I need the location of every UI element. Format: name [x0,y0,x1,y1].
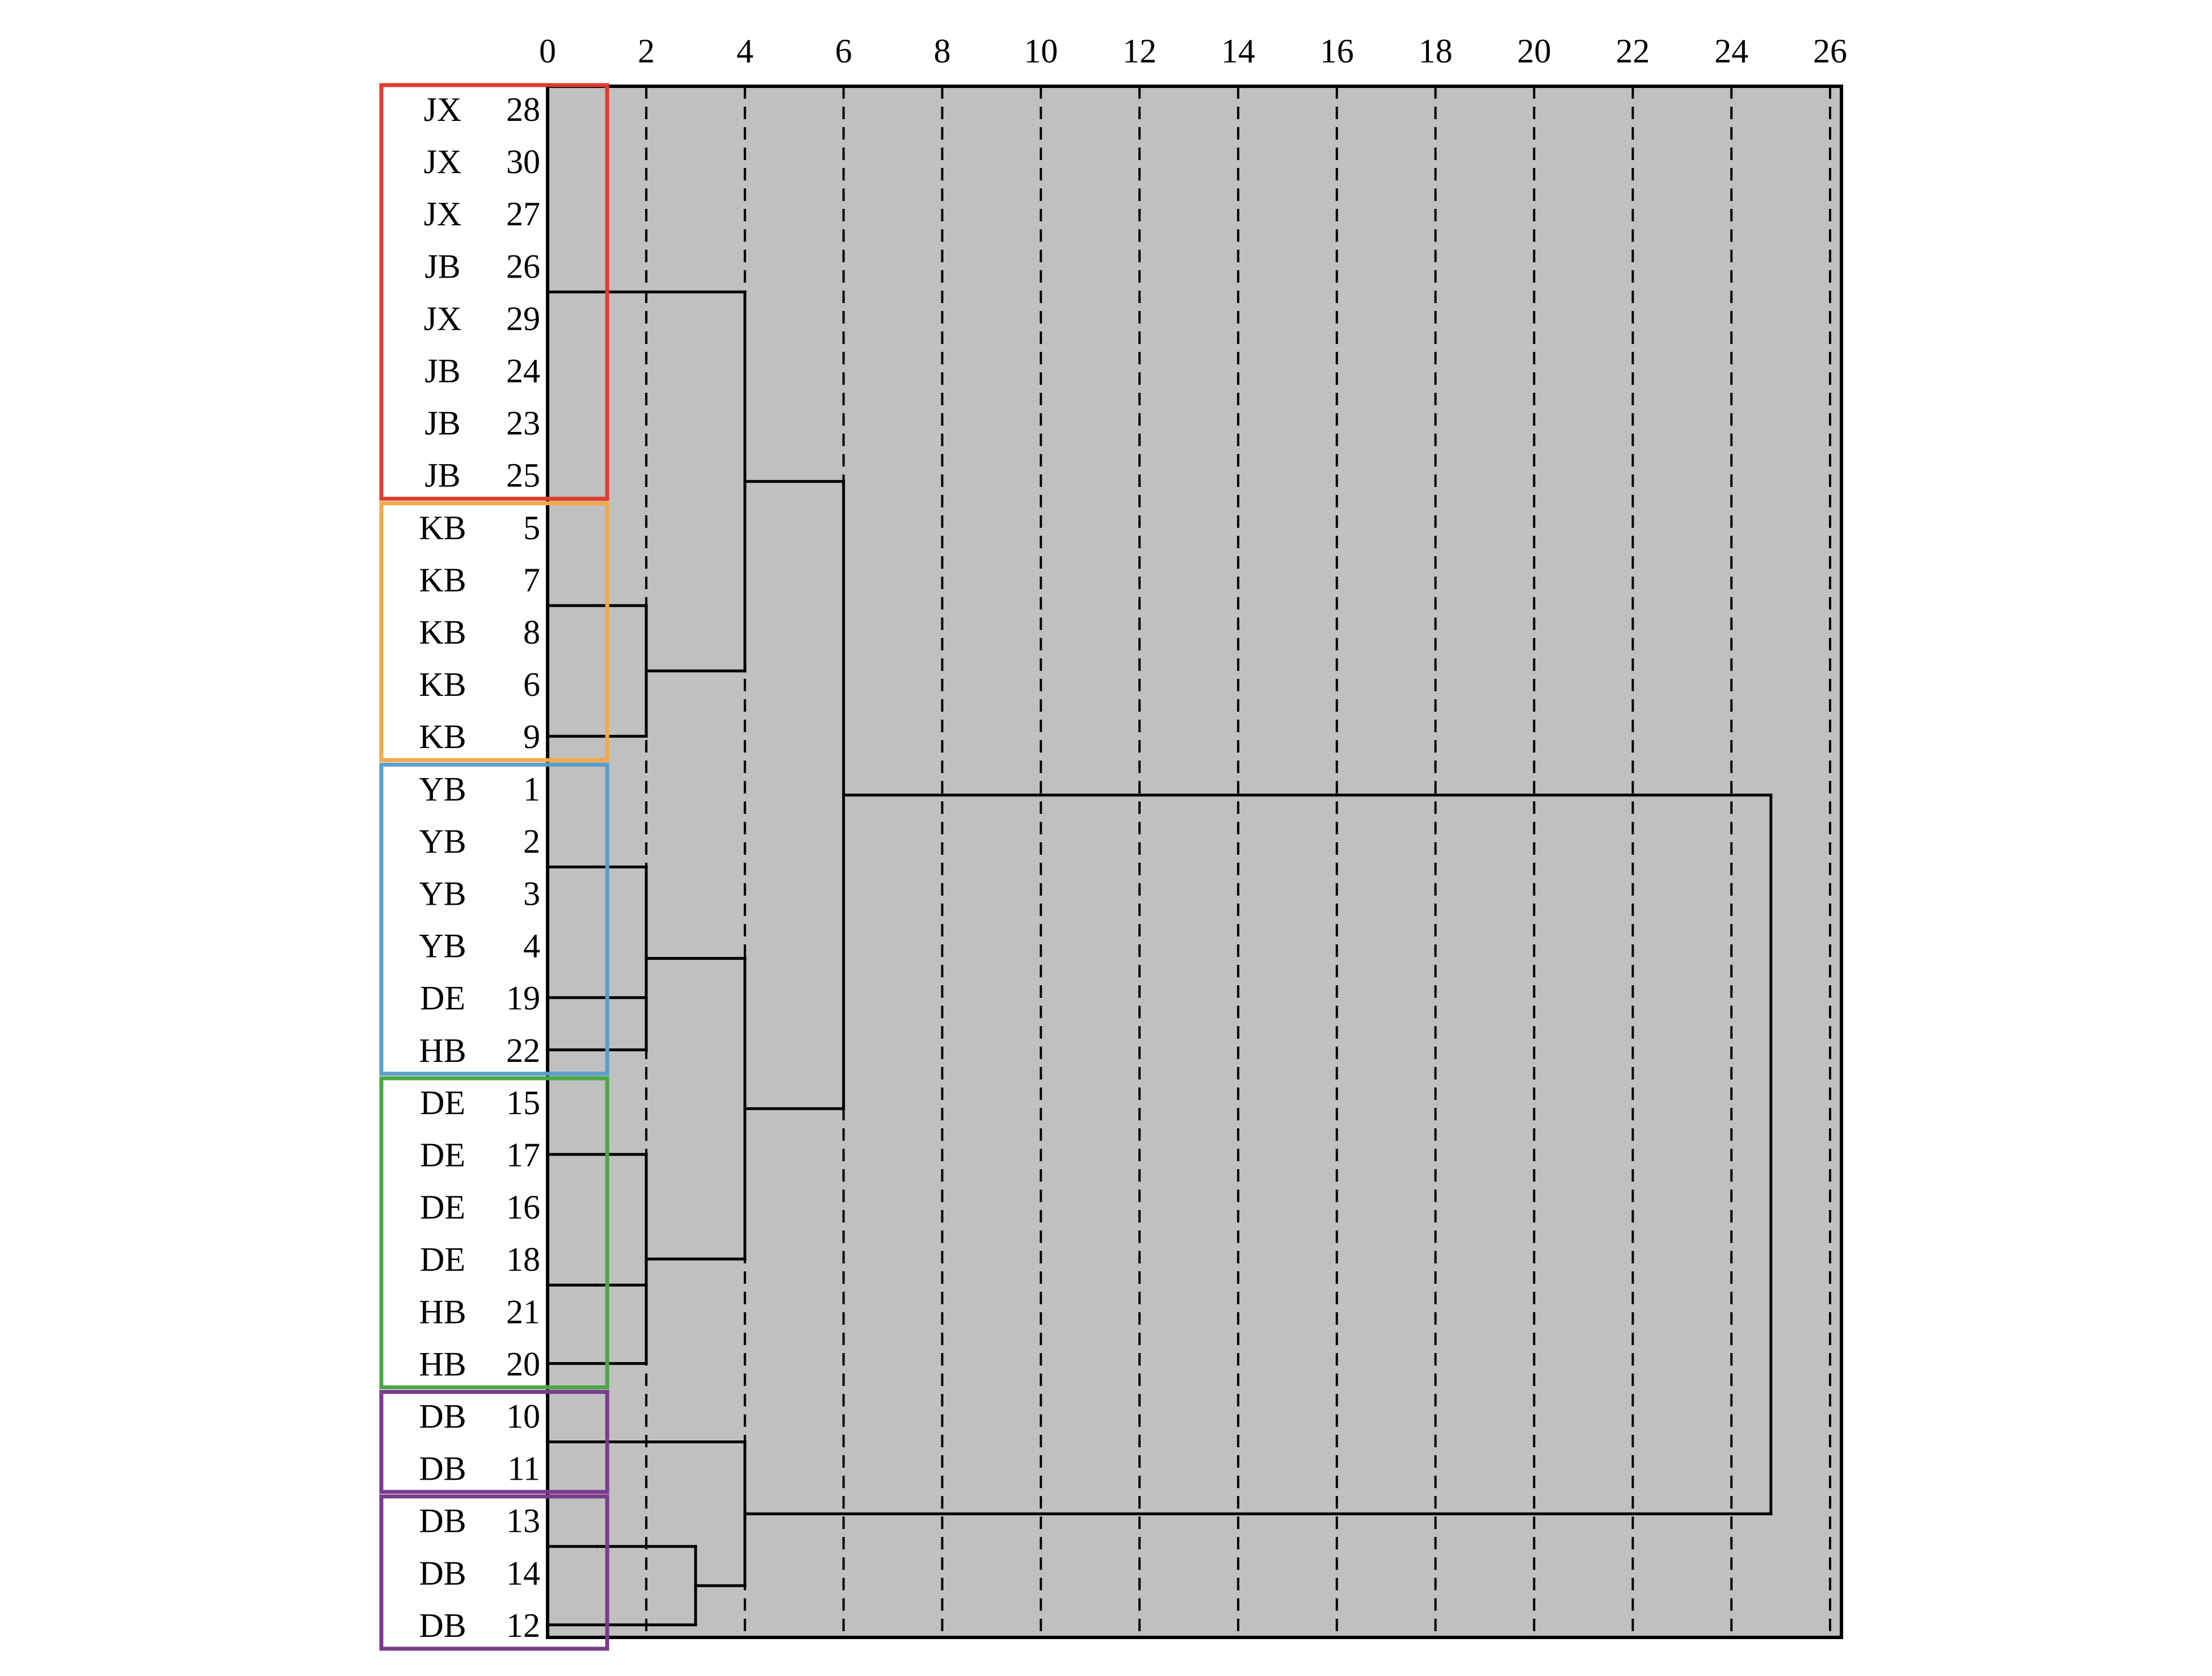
cluster-box [379,1389,609,1494]
leaf-label: DE [420,1084,465,1121]
plot-frame [546,85,1843,1639]
leaf-number: 3 [523,875,540,913]
leaf-number: 22 [506,1032,540,1069]
tick-label: 20 [1517,32,1551,70]
leaf-label: JX [424,195,462,233]
tick-label: 8 [933,32,951,70]
plot-background [548,86,1841,1637]
tick-label: 12 [1122,32,1157,70]
leaf-label: YB [419,822,466,860]
cluster-boxes [379,83,609,1651]
dendrogram-links [546,290,1773,1627]
leaf-label: YB [419,875,466,913]
leaf-label: DB [419,1555,466,1592]
leaf-number: 14 [506,1555,540,1592]
leaf-number: 11 [507,1450,540,1488]
leaf-number: 7 [523,561,540,599]
leaf-number: 4 [523,927,540,965]
leaf-number: 17 [506,1136,540,1174]
leaf-label: JB [424,457,460,494]
leaf-number: 12 [506,1607,540,1644]
leaf-number: 2 [523,822,540,860]
cluster-box [379,1494,609,1651]
tick-label: 4 [737,32,754,70]
leaf-number: 8 [523,614,540,651]
leaf-label: JB [424,352,460,390]
tick-label: 18 [1419,32,1453,70]
leaf-label: YB [419,927,466,965]
leaf-number: 13 [506,1502,540,1540]
leaf-number: 9 [523,718,540,755]
leaf-label: JX [424,143,462,180]
leaf-number: 29 [506,300,540,337]
cluster-box [379,762,609,1076]
leaf-number: 27 [506,195,540,233]
tick-label: 2 [638,32,655,70]
leaf-label: DE [420,1136,465,1174]
leaf-number: 21 [506,1293,540,1330]
leaf-label: DE [420,980,465,1017]
leaf-label: DE [420,1188,465,1226]
leaf-label: KB [419,509,466,547]
tick-label: 0 [539,32,556,70]
leaf-label: KB [419,561,466,599]
leaf-label: DB [419,1502,466,1540]
leaf-number: 23 [506,405,540,442]
x-axis-ticks: 0 2 4 6 8 10 12 14 16 18 20 22 24 26 [539,32,1847,70]
leaf-number: 30 [506,143,540,180]
leaf-number: 16 [506,1188,540,1226]
tick-label: 6 [835,32,852,70]
leaf-number: 6 [523,666,540,703]
leaf-number: 25 [506,457,540,494]
leaf-number: 1 [523,770,540,808]
tick-label: 24 [1714,32,1748,70]
leaf-label: HB [419,1032,466,1069]
leaf-label: DB [419,1607,466,1644]
leaf-label: YB [419,770,466,808]
leaf-number: 24 [506,352,540,390]
leaf-label: HB [419,1345,466,1383]
cluster-box [379,501,609,762]
tick-label: 14 [1221,32,1255,70]
leaf-number: 5 [523,509,540,547]
leaf-label: JX [424,91,462,128]
leaf-number: 20 [506,1345,540,1383]
leaf-label: DB [419,1398,466,1435]
leaf-label: DE [420,1241,465,1278]
cluster-box [379,83,609,501]
leaf-label: HB [419,1293,466,1330]
leaf-label: DB [419,1450,466,1488]
leaf-label: KB [419,614,466,651]
leaf-number: 28 [506,91,540,128]
leaf-label: KB [419,666,466,703]
tick-label: 10 [1024,32,1058,70]
tick-label: 26 [1813,32,1847,70]
leaf-number: 18 [506,1241,540,1278]
leaf-label: KB [419,718,466,755]
grid-lines [645,86,1831,1637]
leaf-label: JX [424,300,462,337]
leaf-number: 26 [506,247,540,285]
leaf-label: JB [424,247,460,285]
leaf-number: 10 [506,1398,540,1435]
leaf-label: JB [424,405,460,442]
tick-label: 16 [1320,32,1354,70]
leaf-number: 15 [506,1084,540,1121]
leaf-number: 19 [506,980,540,1017]
cluster-box [379,1076,609,1389]
tick-label: 22 [1616,32,1650,70]
